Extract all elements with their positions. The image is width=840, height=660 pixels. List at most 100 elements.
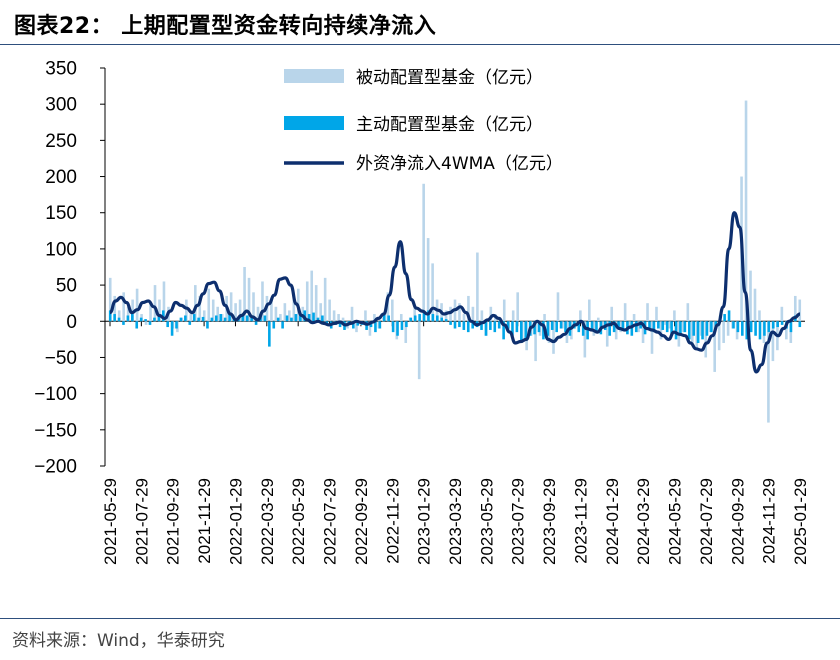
passive-fund-bar <box>628 321 631 329</box>
y-tick-label: −200 <box>34 457 77 478</box>
legend: 被动配置型基金（亿元） 主动配置型基金（亿元） 外资净流入4WMA（亿元） <box>284 68 563 174</box>
passive-fund-bar <box>574 321 578 325</box>
x-tick-label: 2022-05-29 <box>289 478 308 565</box>
active-fund-bar <box>422 312 426 322</box>
active-fund-bar <box>559 321 563 329</box>
passive-fund-bar <box>301 306 305 322</box>
active-fund-bar <box>665 321 669 333</box>
active-fund-bar <box>621 321 625 330</box>
passive-fund-bar <box>198 295 202 322</box>
passive-fund-bar <box>426 238 430 322</box>
active-fund-bar <box>679 321 682 336</box>
passive-fund-bar <box>614 321 618 340</box>
x-tick-label: 2024-07-29 <box>697 478 716 565</box>
active-fund-bar <box>157 314 161 322</box>
active-fund-bar <box>586 321 589 340</box>
x-tick-label: 2024-03-29 <box>634 478 653 565</box>
active-fund-bar <box>356 321 360 326</box>
passive-fund-bar <box>238 299 242 322</box>
passive-fund-bar <box>722 321 725 343</box>
chart-title: 图表22： 上期配置型资金转向持续净流入 <box>14 14 437 39</box>
passive-fund-bar <box>511 310 515 322</box>
active-fund-bar <box>493 321 497 333</box>
passive-fund-bar <box>373 314 376 322</box>
passive-fund-bar <box>758 310 761 322</box>
passive-fund-bar <box>431 263 434 322</box>
passive-fund-bar <box>596 317 600 322</box>
active-fund-bar <box>400 321 404 330</box>
passive-fund-bar <box>601 321 605 329</box>
active-fund-bar <box>780 321 784 325</box>
x-tick-label: 2023-05-29 <box>477 478 496 565</box>
passive-fund-bar <box>673 310 676 322</box>
active-fund-bar <box>771 321 775 329</box>
active-fund-bar <box>480 321 483 330</box>
active-fund-bar <box>188 321 192 325</box>
y-tick-label: −50 <box>45 348 77 369</box>
passive-fund-bar <box>158 299 161 322</box>
active-fund-bar <box>298 315 302 322</box>
active-fund-bar <box>590 321 594 329</box>
active-fund-bar <box>745 321 749 340</box>
passive-fund-bar <box>552 321 555 354</box>
active-fund-bar <box>148 321 152 325</box>
x-tick-label: 2023-07-29 <box>509 478 528 565</box>
active-fund-bar <box>427 310 430 322</box>
passive-fund-bar <box>502 299 506 322</box>
passive-fund-bar <box>270 299 273 322</box>
active-fund-bar <box>440 317 444 322</box>
x-tick-label: 2022-11-29 <box>383 478 402 564</box>
active-fund-bar <box>113 314 116 322</box>
x-tick-label: 2025-01-29 <box>791 478 810 565</box>
passive-fund-bar <box>247 277 251 322</box>
active-fund-bar <box>352 321 355 329</box>
active-fund-bar <box>431 314 435 322</box>
active-fund-bar <box>736 321 740 333</box>
passive-fund-bar <box>637 321 640 333</box>
passive-fund-bar <box>686 303 690 322</box>
passive-fund-bar <box>767 321 770 423</box>
passive-fund-bar <box>467 295 470 322</box>
y-tick-label: 100 <box>45 239 77 260</box>
x-tick-label: 2024-05-29 <box>666 478 685 565</box>
passive-fund-bar <box>632 314 636 322</box>
active-fund-bar <box>223 317 227 322</box>
passive-fund-bar <box>417 321 421 380</box>
active-fund-bar <box>219 314 223 322</box>
passive-fund-bars <box>108 100 802 423</box>
active-fund-bar <box>316 317 320 322</box>
active-fund-bar <box>670 321 673 336</box>
active-fund-bar <box>581 321 585 336</box>
active-fund-bar <box>458 321 461 328</box>
passive-fund-bar <box>117 310 121 322</box>
passive-fund-bar <box>252 292 255 322</box>
active-fund-bar <box>754 321 757 336</box>
active-fund-bar <box>321 315 324 322</box>
passive-fund-bar <box>386 292 390 322</box>
active-fund-bar <box>652 321 656 333</box>
passive-fund-bar <box>623 303 627 322</box>
x-tick-label: 2023-11-29 <box>571 478 590 564</box>
active-fund-bar <box>608 321 612 336</box>
passive-fund-bar <box>305 281 309 322</box>
passive-fund-bar <box>283 303 287 322</box>
y-axis: 350 300 250 200 150 100 50 0 −50 −100 −150 −200 <box>34 59 106 478</box>
passive-fund-bar <box>713 321 716 372</box>
foreign-flow-line-group <box>109 211 801 374</box>
passive-fund-bar <box>749 270 752 322</box>
active-fund-bar <box>741 321 744 336</box>
active-fund-bar <box>577 321 581 333</box>
passive-fund-bar <box>189 314 193 322</box>
x-tick-label: 2022-07-29 <box>321 478 340 565</box>
active-fund-bar <box>290 317 293 322</box>
active-fund-bar <box>250 317 253 322</box>
passive-fund-bar <box>332 310 336 322</box>
active-fund-bar <box>444 319 448 322</box>
active-fund-bar <box>210 317 214 322</box>
active-fund-bar <box>502 321 505 340</box>
active-fund-bar <box>161 310 165 322</box>
y-tick-label: 0 <box>66 312 77 333</box>
active-fund-bar <box>254 321 258 325</box>
active-fund-bar <box>436 315 439 322</box>
active-fund-bar <box>612 321 616 333</box>
